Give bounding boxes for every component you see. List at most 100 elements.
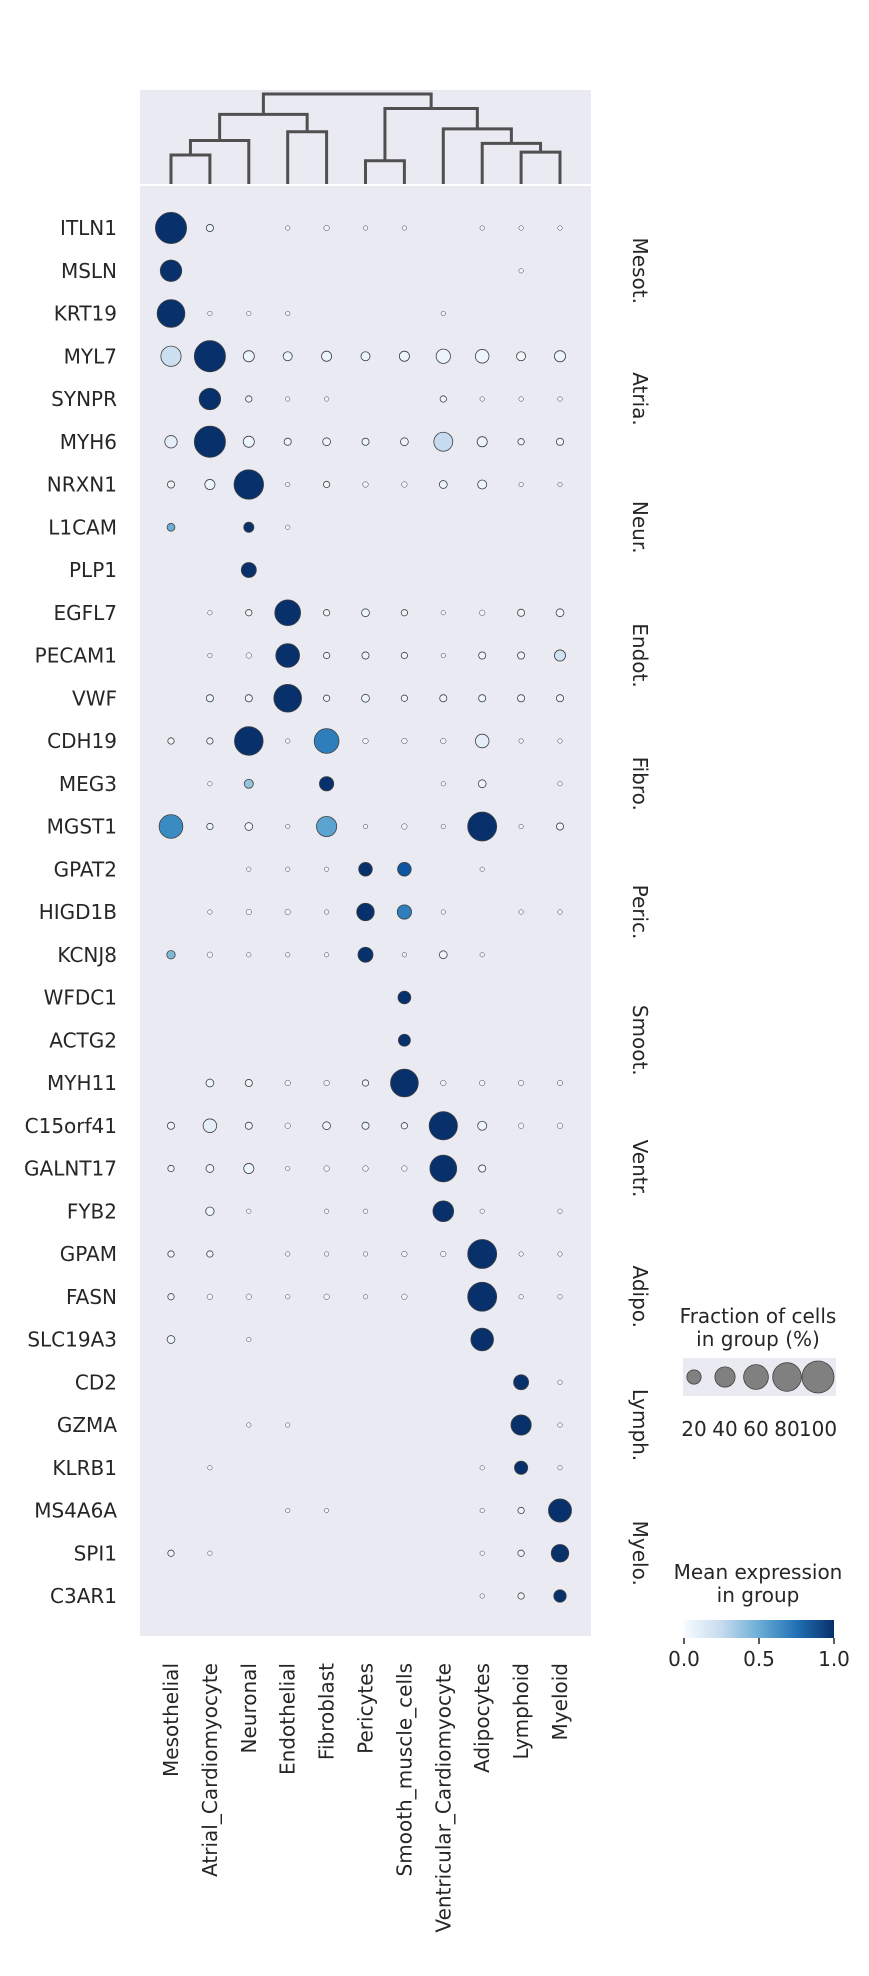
dot-FASN-Mesothelial: [167, 1293, 175, 1301]
group-labels: Mesothelial Atrial_Cardiomyocyte Neuronal E…: [159, 1663, 572, 1933]
gene-group-label-Neur: Neur.: [628, 501, 652, 554]
size-legend-dot: [801, 1360, 835, 1394]
dot-C15orf41-Adipocytes: [477, 1120, 488, 1131]
color-legend: Mean expression in group 0.0 0.5 1.0: [668, 1560, 850, 1671]
dot-ITLN1-Endothelial: [285, 225, 291, 231]
dot-EGFL7-Lymphoid: [517, 608, 526, 617]
dot-HIGD1B-Fibroblast: [324, 909, 330, 915]
dot-C3AR1-Myeloid: [553, 1589, 567, 1603]
gene-label-KLRB1: KLRB1: [52, 1456, 117, 1480]
dot-CDH19-Adipocytes: [475, 733, 490, 749]
dot-KCNJ8-Fibroblast: [324, 952, 330, 958]
dot-FYB2-Ventricular_Cardiomyocyte: [432, 1200, 455, 1223]
dot-PECAM1-Ventricular_Cardiomyocyte: [440, 652, 446, 659]
dot-MYL7-Fibroblast: [321, 350, 333, 362]
dot-KLRB1-Atrial_Cardiomyocyte: [207, 1465, 213, 1471]
gene-label-NRXN1: NRXN1: [47, 473, 117, 497]
gene-label-KCNJ8: KCNJ8: [57, 943, 117, 967]
dot-MGST1-Pericytes: [362, 823, 369, 830]
gene-label-FASN: FASN: [66, 1285, 117, 1309]
dot-MEG3-Adipocytes: [477, 779, 487, 789]
dot-ITLN1-Myeloid: [557, 225, 563, 231]
dot-MGST1-Fibroblast: [316, 815, 338, 838]
dot-MYH11-Adipocytes: [479, 1079, 486, 1087]
dot-SLC19A3-Adipocytes: [470, 1327, 494, 1352]
dot-GPAT2-Neuronal: [246, 866, 252, 872]
dot-VWF-Neuronal: [244, 694, 253, 703]
dot-SYNPR-Fibroblast: [324, 396, 330, 402]
dot-HIGD1B-Myeloid: [557, 909, 563, 915]
dendrogram-link-0: [169, 153, 212, 184]
dot-NRXN1-Lymphoid: [518, 481, 524, 488]
dot-MYL7-Endothelial: [282, 351, 293, 362]
dot-SYNPR-Lymphoid: [518, 396, 524, 402]
dot-ITLN1-Mesothelial: [155, 212, 187, 244]
group-label-Fibroblast: Fibroblast: [315, 1663, 339, 1760]
dot-GALNT17-Neuronal: [243, 1163, 255, 1174]
group-label-Atrial_Cardiomyocyte: Atrial_Cardiomyocyte: [198, 1663, 222, 1877]
color-legend-title-1: Mean expression: [674, 1560, 843, 1584]
dot-C3AR1-Adipocytes: [479, 1593, 485, 1599]
dot-GALNT17-Adipocytes: [478, 1164, 487, 1173]
dot-GALNT17-Ventricular_Cardiomyocyte: [429, 1154, 458, 1183]
dot-KCNJ8-Mesothelial: [166, 950, 176, 960]
dot-KRT19-Ventricular_Cardiomyocyte: [440, 310, 446, 317]
dot-MEG3-Ventricular_Cardiomyocyte: [440, 781, 446, 787]
dot-PECAM1-Lymphoid: [517, 651, 526, 660]
dot-L1CAM-Mesothelial: [166, 522, 176, 532]
dot-KCNJ8-Smooth_muscle_cells: [401, 952, 407, 958]
dot-GZMA-Neuronal: [246, 1422, 252, 1428]
dot-MS4A6A-Endothelial: [285, 1507, 291, 1514]
dot-NRXN1-Myeloid: [557, 481, 563, 488]
dot-HIGD1B-Ventricular_Cardiomyocyte: [440, 909, 446, 915]
dot-MGST1-Lymphoid: [518, 823, 524, 830]
dot-GZMA-Myeloid: [557, 1422, 563, 1428]
dot-HIGD1B-Pericytes: [356, 902, 375, 922]
dot-SPI1-Atrial_Cardiomyocyte: [207, 1550, 213, 1556]
dot-C15orf41-Atrial_Cardiomyocyte: [202, 1118, 218, 1133]
dot-MYH6-Endothelial: [283, 437, 292, 446]
dot-GPAM-Lymphoid: [518, 1251, 524, 1257]
dot-CDH19-Neuronal: [234, 726, 264, 756]
dot-EGFL7-Ventricular_Cardiomyocyte: [440, 610, 446, 616]
dot-MGST1-Myeloid: [556, 822, 564, 831]
dot-EGFL7-Smooth_muscle_cells: [400, 609, 408, 617]
dot-SYNPR-Myeloid: [557, 396, 563, 402]
dot-MS4A6A-Myeloid: [548, 1498, 572, 1523]
dot-NRXN1-Fibroblast: [322, 480, 331, 489]
gene-label-MYH6: MYH6: [60, 430, 117, 454]
dot-MSLN-Mesothelial: [159, 259, 183, 282]
dot-PECAM1-Myeloid: [554, 649, 566, 662]
dot-SPI1-Myeloid: [550, 1544, 570, 1563]
dot-KRT19-Mesothelial: [156, 299, 186, 328]
gene-group-label-Adipo: Adipo.: [628, 1265, 652, 1328]
gene-label-FYB2: FYB2: [67, 1199, 117, 1223]
gene-label-KRT19: KRT19: [54, 302, 117, 326]
dot-GPAM-Mesothelial: [167, 1250, 175, 1258]
dot-KLRB1-Myeloid: [557, 1465, 563, 1471]
dot-MYH6-Fibroblast: [322, 437, 331, 447]
group-label-Adipocytes: Adipocytes: [470, 1663, 494, 1773]
size-legend-dot: [686, 1369, 702, 1385]
dot-MGST1-Adipocytes: [467, 811, 498, 842]
dot-FASN-Smooth_muscle_cells: [401, 1293, 408, 1300]
dot-SYNPR-Endothelial: [285, 396, 291, 402]
size-legend-dot: [743, 1364, 769, 1390]
dot-MYH11-Fibroblast: [323, 1079, 330, 1087]
group-label-Myeloid: Myeloid: [548, 1663, 572, 1740]
group-label-Ventricular_Cardiomyocyte: Ventricular_Cardiomyocyte: [431, 1663, 455, 1933]
group-label-Endothelial: Endothelial: [276, 1663, 300, 1775]
dot-CD2-Lymphoid: [513, 1374, 529, 1391]
gene-label-MYH11: MYH11: [47, 1071, 117, 1095]
dot-KCNJ8-Atrial_Cardiomyocyte: [206, 951, 213, 958]
dot-ITLN1-Smooth_muscle_cells: [401, 225, 407, 231]
dot-GALNT17-Atrial_Cardiomyocyte: [205, 1164, 215, 1173]
dot-PECAM1-Neuronal: [245, 652, 252, 659]
group-label-Smooth_muscle_cells: Smooth_muscle_cells: [392, 1663, 416, 1876]
size-legend-title-1: Fraction of cells: [680, 1304, 837, 1328]
dot-SLC19A3-Mesothelial: [166, 1335, 176, 1344]
dot-MYH6-Adipocytes: [476, 436, 488, 448]
dot-MYL7-Lymphoid: [516, 351, 527, 362]
dot-L1CAM-Neuronal: [243, 521, 255, 533]
